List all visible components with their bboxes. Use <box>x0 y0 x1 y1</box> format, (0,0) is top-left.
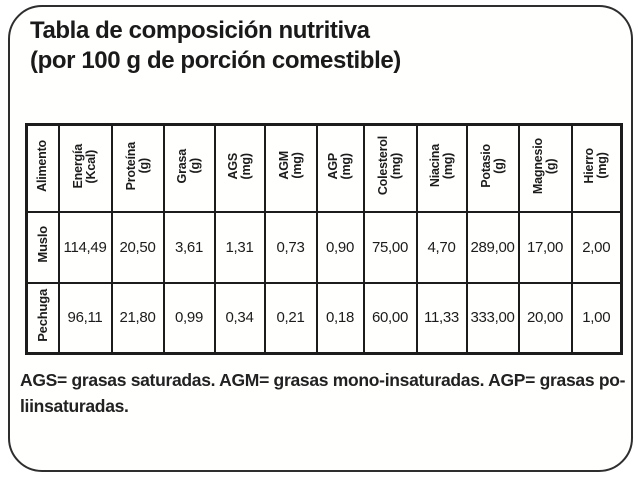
slide-frame: Tabla de composición nutritiva (por 100 … <box>8 5 633 472</box>
cell-muslo-proteina: 20,50 <box>110 210 165 284</box>
column-unit: (g) <box>188 158 202 174</box>
cell-muslo-niacina: 4,70 <box>415 210 468 284</box>
column-unit: (mg) <box>339 152 353 179</box>
column-label: Potasio <box>478 143 493 188</box>
cell-muslo-agm: 0,73 <box>263 210 318 284</box>
cell-pechuga-colesterol: 60,00 <box>362 281 418 355</box>
cell-muslo-ags: 1,31 <box>213 210 266 284</box>
header-cell-proteina: Proteína (g) <box>110 123 165 213</box>
header-cell-niacina: Niacina (mg) <box>415 123 468 213</box>
cell-pechuga-potasio: 333,00 <box>465 281 520 355</box>
header-cell-hierro: Hierro (mg) <box>570 123 623 213</box>
cell-pechuga-magnesio: 20,00 <box>517 281 573 355</box>
header-cell-agp: AGP (mg) <box>315 123 365 213</box>
cell-muslo-hierro: 2,00 <box>570 210 623 284</box>
column-label: AGM <box>276 151 291 181</box>
header-cell-magnesio: Magnesio (g) <box>517 123 573 213</box>
nutrition-table: Alimento Energía (Kcal) Proteína (g) Grasa… <box>25 123 623 355</box>
table-row-pechuga: Pechuga 96,11 21,80 0,99 0,34 0,21 0,18 … <box>25 281 623 355</box>
cell-pechuga-agp: 0,18 <box>315 281 365 355</box>
column-label: AGS <box>225 152 240 180</box>
column-unit: (g) <box>544 158 558 174</box>
header-cell-alimento: Alimento <box>25 123 60 213</box>
column-label: Alimento <box>35 139 50 192</box>
row-label-pechuga: Pechuga <box>25 281 60 355</box>
column-label: Niacina <box>427 144 442 188</box>
cell-muslo-magnesio: 17,00 <box>517 210 573 284</box>
cell-muslo-grasa: 3,61 <box>162 210 216 284</box>
title-line-2: (por 100 g de porción comestible) <box>30 47 401 74</box>
cell-pechuga-energia: 96,11 <box>57 281 113 355</box>
cell-pechuga-niacina: 11,33 <box>415 281 468 355</box>
header-cell-energia: Energía (Kcal) <box>57 123 113 213</box>
column-label: Proteína <box>123 141 138 190</box>
footnote-line-1: AGS= grasas saturadas. AGM= grasas mono-… <box>20 370 626 390</box>
column-unit: (mg) <box>238 152 253 179</box>
cell-pechuga-grasa: 0,99 <box>162 281 216 355</box>
footnote: AGS= grasas saturadas. AGM= grasas mono-… <box>20 367 625 419</box>
header-cell-grasa: Grasa (g) <box>162 123 216 213</box>
table-row-muslo: Muslo 114,49 20,50 3,61 1,31 0,73 0,90 7… <box>25 210 623 284</box>
footnote-line-2: liinsaturadas. <box>20 396 129 416</box>
header-cell-potasio: Potasio (g) <box>465 123 520 213</box>
column-unit: (mg) <box>440 152 455 179</box>
cell-pechuga-hierro: 1,00 <box>570 281 623 355</box>
column-unit: (g) <box>136 158 151 174</box>
column-unit: (Kcal) <box>84 148 98 183</box>
cell-pechuga-ags: 0,34 <box>213 281 266 355</box>
table-header-row: Alimento Energía (Kcal) Proteína (g) Grasa… <box>25 123 623 213</box>
column-unit: (mg) <box>289 152 304 179</box>
cell-pechuga-proteina: 21,80 <box>110 281 165 355</box>
cell-muslo-energia: 114,49 <box>57 210 113 284</box>
header-cell-agm: AGM (mg) <box>263 123 318 213</box>
cell-muslo-agp: 0,90 <box>315 210 365 284</box>
header-cell-colesterol: Colesterol (mg) <box>362 123 418 213</box>
header-cell-ags: AGS (mg) <box>213 123 266 213</box>
row-label-muslo: Muslo <box>25 210 60 284</box>
column-unit: (mg) <box>595 152 610 179</box>
cell-muslo-potasio: 289,00 <box>465 210 520 284</box>
cell-pechuga-agm: 0,21 <box>263 281 318 355</box>
title-line-1: Tabla de composición nutritiva <box>30 17 370 44</box>
cell-muslo-colesterol: 75,00 <box>362 210 418 284</box>
column-unit: (g) <box>491 158 506 174</box>
column-unit: (mg) <box>389 152 403 179</box>
page-title: Tabla de composición nutritiva (por 100 … <box>30 16 401 76</box>
